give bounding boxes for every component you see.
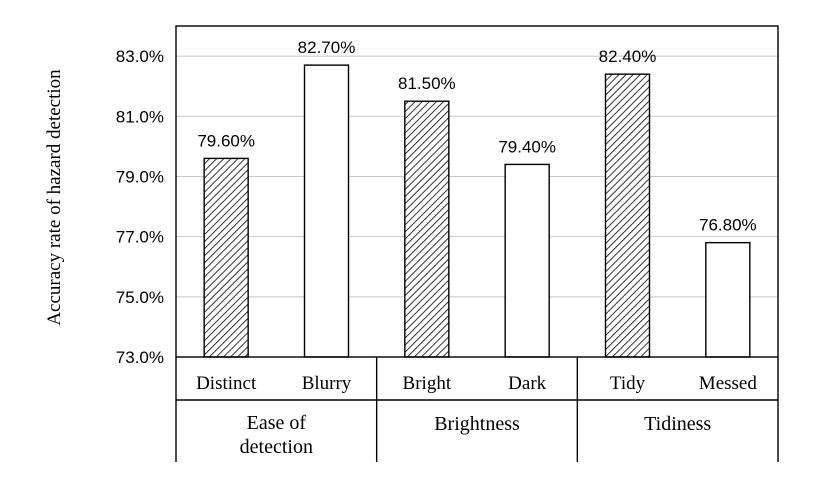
- category-label: Distinct: [196, 373, 257, 394]
- bar-tidy: [604, 73, 651, 358]
- y-axis-title: Accuracy rate of hazard detection: [44, 69, 65, 326]
- category-label: Tidy: [610, 373, 646, 394]
- data-labels: 79.60% 82.70% 81.50% 79.40% 82.40% 76.80%: [197, 38, 756, 235]
- data-label: 81.50%: [398, 74, 456, 93]
- category-axis: Distinct Blurry Bright Dark Tidy Messed Ease o…: [175, 357, 779, 462]
- data-label: 82.70%: [298, 38, 356, 57]
- y-tick-label: 77.0%: [116, 228, 164, 247]
- data-label: 76.80%: [699, 216, 757, 235]
- category-label: Messed: [699, 373, 758, 394]
- group-label: Ease of: [247, 412, 307, 434]
- group-label: Brightness: [434, 413, 520, 435]
- category-label: Bright: [403, 373, 452, 394]
- y-tick-label: 79.0%: [116, 167, 164, 186]
- gridlines: [176, 55, 778, 358]
- bars: [203, 64, 751, 358]
- y-tick-label: 75.0%: [116, 288, 164, 307]
- bar-distinct: [203, 157, 249, 358]
- category-label: Dark: [508, 373, 546, 394]
- y-tick-label: 73.0%: [116, 348, 164, 367]
- category-label: Blurry: [302, 373, 352, 394]
- group-label: Tidiness: [644, 413, 711, 435]
- bar-dark: [504, 163, 550, 358]
- plot-border: [175, 25, 779, 358]
- plot-frame: [175, 25, 779, 358]
- y-axis-ticks: 73.0% 75.0% 77.0% 79.0% 81.0% 83.0%: [116, 47, 164, 367]
- bar-bright: [404, 100, 450, 358]
- data-label: 79.60%: [197, 131, 255, 150]
- data-label: 82.40%: [599, 47, 657, 66]
- data-label: 79.40%: [498, 137, 556, 156]
- y-tick-label: 81.0%: [116, 107, 164, 126]
- bar-blurry: [303, 64, 350, 358]
- bar-messed: [705, 241, 751, 358]
- y-tick-label: 83.0%: [116, 47, 164, 66]
- group-label: detection: [240, 436, 313, 458]
